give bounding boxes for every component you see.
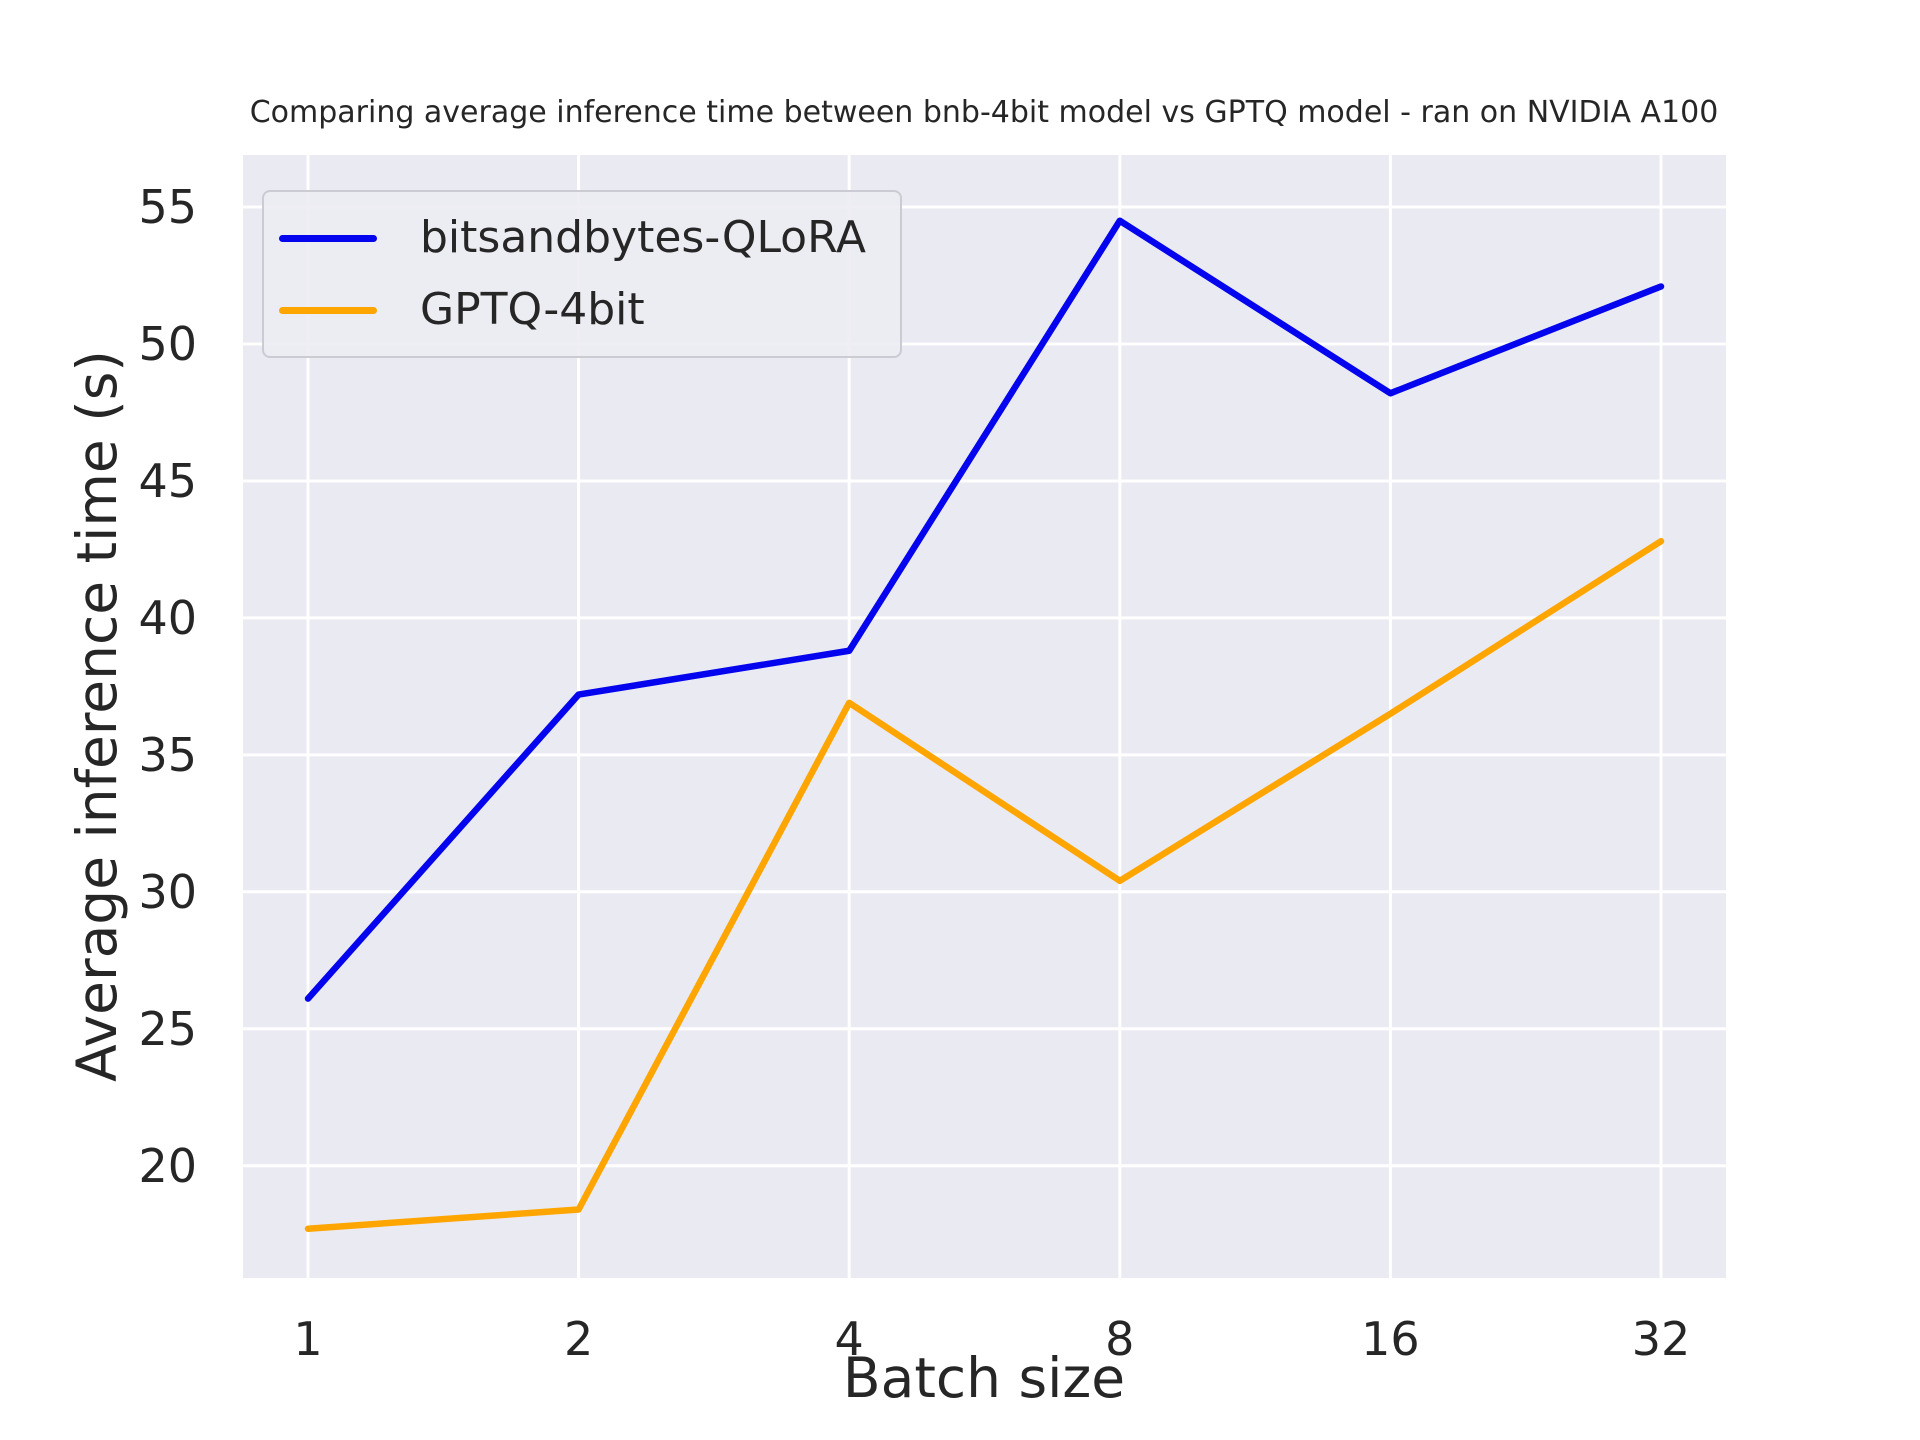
legend-label: bitsandbytes-QLoRA (420, 212, 866, 263)
legend-item: bitsandbytes-QLoRA (264, 202, 900, 274)
y-tick-label: 35 (138, 727, 197, 782)
y-tick-label: 55 (138, 180, 197, 235)
x-tick-label: 4 (834, 1312, 864, 1366)
chart-title: Comparing average inference time between… (249, 95, 1719, 130)
legend-item: GPTQ-4bit (264, 274, 900, 346)
legend-line-sample (279, 306, 377, 314)
x-tick-label: 32 (1631, 1312, 1691, 1366)
series-line-bitsandbytes-QLoRA (304, 217, 1665, 1002)
x-tick-label: 16 (1361, 1312, 1420, 1366)
y-tick-label: 20 (138, 1138, 197, 1193)
x-tick-label: 8 (1105, 1312, 1135, 1366)
x-tick-label: 2 (563, 1312, 594, 1366)
y-tick-label: 40 (138, 590, 197, 645)
x-tick-label: 1 (293, 1312, 323, 1366)
y-tick-label: 30 (138, 864, 197, 919)
legend-label: GPTQ-4bit (420, 284, 645, 335)
y-tick-label: 50 (138, 316, 197, 371)
series-line-GPTQ-4bit (304, 537, 1665, 1232)
x-axis-label: Batch size (842, 1346, 1126, 1410)
legend: bitsandbytes-QLoRA GPTQ-4bit (262, 190, 902, 358)
y-tick-label: 45 (138, 453, 197, 508)
y-axis-label: Average inference time (s) (65, 350, 129, 1082)
y-tick-label: 25 (138, 1001, 197, 1056)
legend-line-sample (279, 234, 377, 242)
